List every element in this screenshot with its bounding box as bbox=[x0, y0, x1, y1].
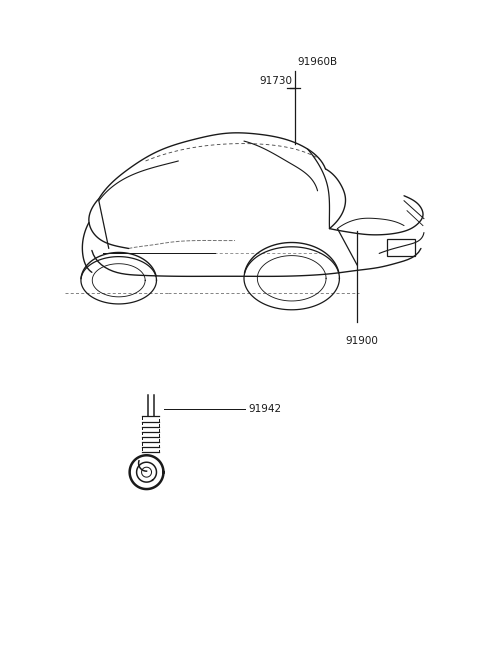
Text: 91942: 91942 bbox=[248, 403, 281, 413]
Text: 91900: 91900 bbox=[346, 336, 378, 346]
Bar bbox=[387, 238, 415, 256]
Text: 91960B: 91960B bbox=[298, 57, 338, 66]
Text: 91730: 91730 bbox=[259, 76, 292, 87]
